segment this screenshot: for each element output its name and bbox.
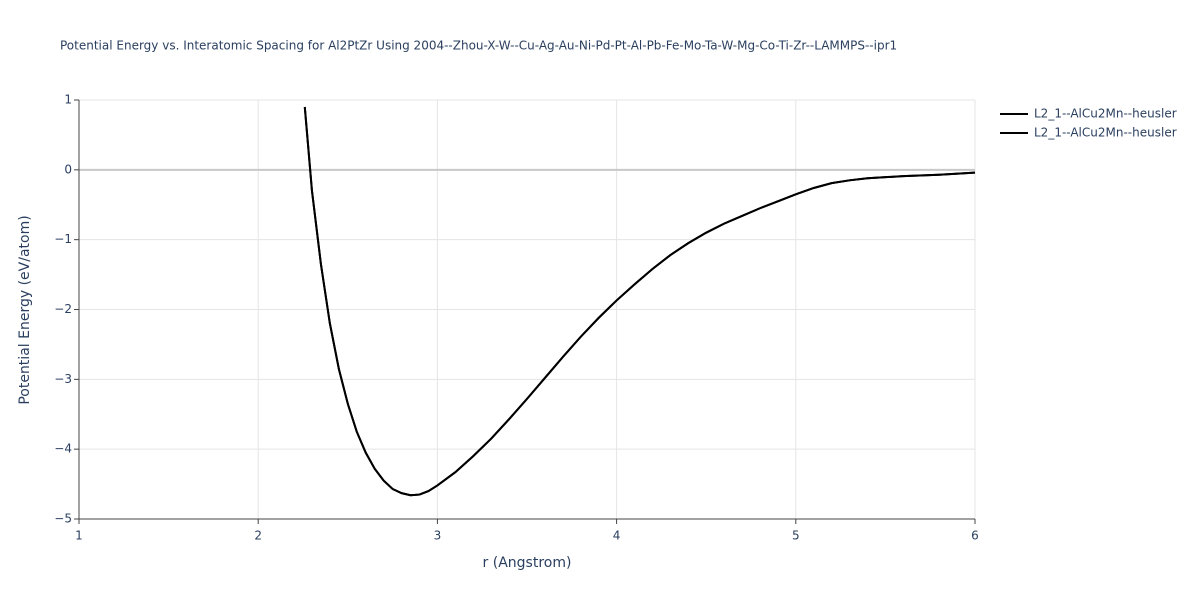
series-line	[303, 106, 975, 497]
y-tick-label: −3	[54, 372, 72, 386]
y-axis-label: Potential Energy (eV/atom)	[17, 215, 33, 404]
chart-title: Potential Energy vs. Interatomic Spacing…	[60, 39, 897, 53]
y-tick-label: −5	[54, 512, 72, 526]
y-tick-label: −1	[54, 232, 72, 246]
x-axis-label: r (Angstrom)	[483, 555, 572, 571]
x-tick-label: 2	[254, 529, 262, 543]
x-tick-label: 3	[434, 529, 442, 543]
x-tick-label: 4	[613, 529, 621, 543]
y-tick-label: 0	[64, 162, 72, 176]
y-tick-label: −4	[54, 442, 72, 456]
x-tick-label: 6	[971, 529, 979, 543]
y-tick-label: −2	[54, 302, 72, 316]
legend-label: L2_1--AlCu2Mn--heusler	[1034, 126, 1177, 140]
y-tick-label: 1	[64, 93, 72, 107]
x-tick-label: 5	[792, 529, 800, 543]
legend-label: L2_1--AlCu2Mn--heusler	[1034, 107, 1177, 121]
x-tick-label: 1	[75, 529, 83, 543]
